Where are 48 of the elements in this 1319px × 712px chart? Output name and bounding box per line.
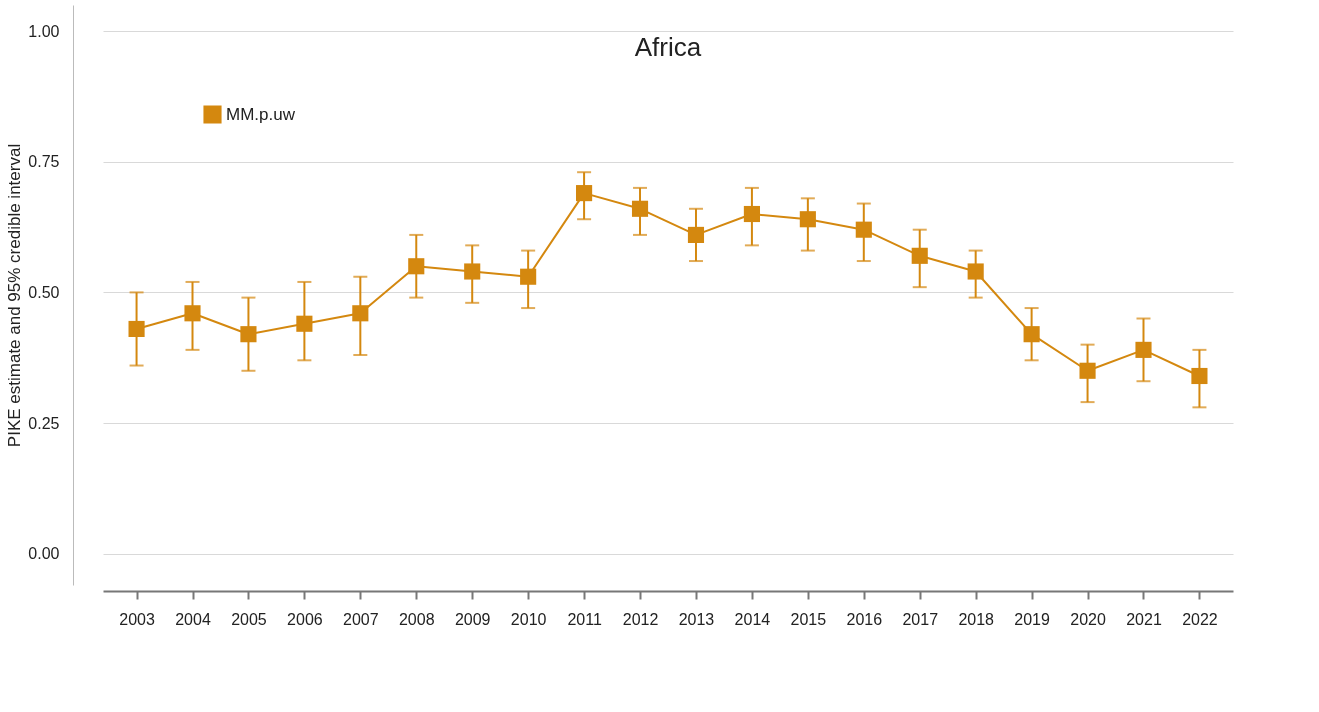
point: [799, 211, 816, 228]
x-tick-label: 2015: [790, 610, 827, 628]
point: [1079, 362, 1096, 379]
point: [967, 263, 984, 280]
x-tick-label: 2016: [846, 610, 883, 628]
point: [743, 205, 760, 223]
x-tick-label: 2009: [454, 610, 491, 628]
point: [911, 247, 928, 264]
x-tick-label: 2022: [1182, 610, 1218, 628]
x-tick-label: 2011: [567, 610, 602, 628]
x-tick-label: 2003: [119, 610, 155, 628]
x-tick-label: 2007: [343, 610, 379, 628]
point: [576, 185, 593, 202]
x-tick-label: 2021: [1126, 610, 1162, 628]
point: [184, 305, 201, 322]
text: Africa: [634, 32, 702, 62]
x-tick-label: 2018: [958, 610, 995, 628]
point: [520, 268, 537, 285]
point: [464, 263, 481, 280]
x-tick-label: 2005: [231, 610, 267, 628]
y-tick-label: 0.00: [28, 545, 60, 563]
point: [631, 200, 649, 217]
x-tick-label: 2012: [622, 610, 659, 628]
point: [687, 226, 705, 243]
point: [352, 305, 369, 322]
x-tick-label: 2010: [510, 610, 547, 628]
point: [1135, 341, 1152, 358]
y-axis-title: PIKE estimate and 95% credible interval: [5, 143, 25, 448]
point: [240, 326, 257, 343]
legend-label: MM.p.uw: [226, 104, 296, 124]
point: [128, 320, 145, 338]
x-tick-label: 2008: [398, 610, 435, 628]
point: [1191, 367, 1208, 385]
y-tick-label: 0.50: [28, 283, 60, 301]
y-tick-label: 0.75: [28, 153, 60, 171]
x-tick-label: 2017: [902, 610, 939, 628]
x-tick-label: 2004: [175, 610, 211, 628]
y-tick-label: 0.25: [28, 414, 60, 432]
x-tick-label: 2019: [1014, 610, 1051, 628]
point: [1023, 326, 1040, 343]
y-tick-label: 1.00: [28, 22, 60, 40]
point: [296, 315, 313, 332]
point: [408, 258, 425, 275]
x-tick-label: 2013: [678, 610, 715, 628]
x-tick-label: 2006: [287, 610, 323, 628]
x-tick-label: 2020: [1070, 610, 1106, 628]
point: [855, 221, 872, 238]
x-tick-label: 2014: [734, 610, 771, 628]
